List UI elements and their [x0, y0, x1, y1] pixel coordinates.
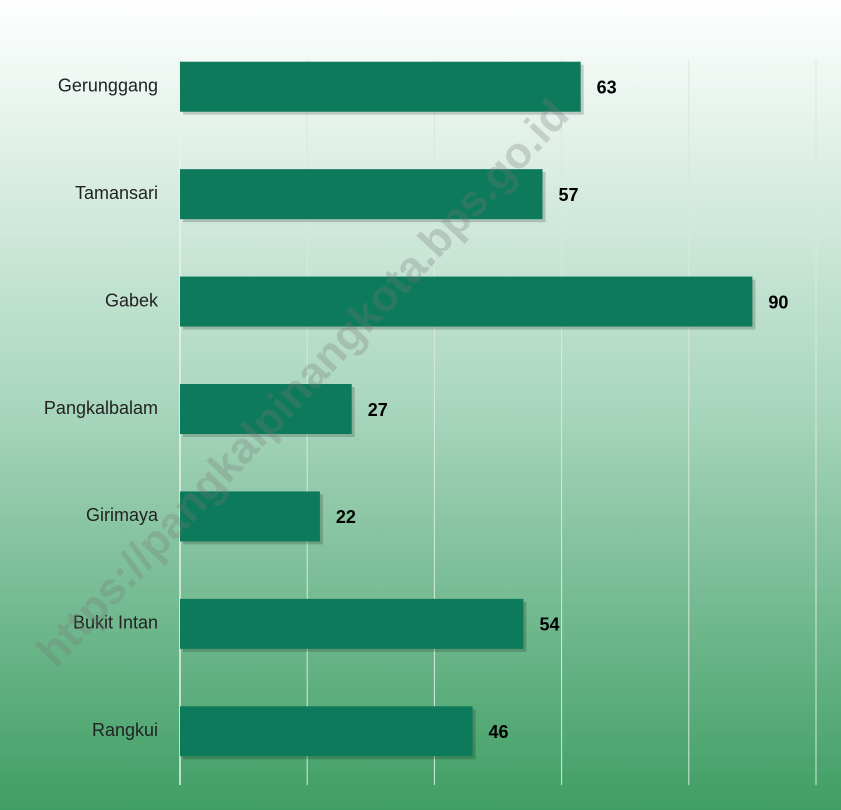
y-tick-label: Rangkui — [92, 720, 158, 740]
y-tick-label: Gerunggang — [58, 75, 158, 95]
y-tick-label: Pangkalbalam — [44, 398, 158, 418]
y-tick-label: Gabek — [105, 290, 159, 310]
bar — [180, 384, 352, 434]
bar — [180, 61, 581, 112]
value-label: 22 — [336, 507, 356, 527]
value-label: 46 — [489, 722, 509, 742]
y-tick-label: Bukit Intan — [73, 613, 158, 633]
bar — [180, 276, 753, 327]
bar — [180, 706, 473, 757]
y-tick-label: Tamansari — [75, 183, 158, 203]
value-label: 54 — [539, 615, 559, 635]
bar — [180, 491, 320, 542]
value-label: 90 — [768, 292, 788, 312]
value-label: 27 — [368, 400, 388, 420]
value-label: 57 — [559, 185, 579, 205]
y-tick-label: Girimaya — [86, 505, 159, 525]
value-label: 63 — [597, 77, 617, 97]
bar — [180, 169, 543, 220]
bar — [180, 598, 524, 649]
